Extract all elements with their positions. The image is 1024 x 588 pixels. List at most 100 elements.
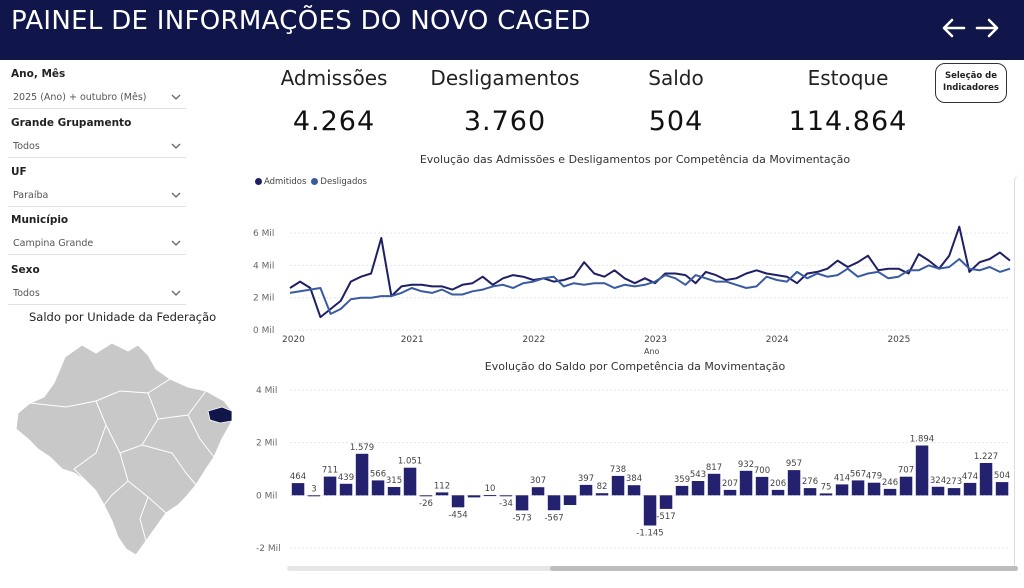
- line-chart-x-tick: 2022: [522, 335, 545, 345]
- saldo-bar[interactable]: [611, 475, 625, 496]
- brazil-map[interactable]: [10, 335, 242, 565]
- saldo-bar[interactable]: [467, 495, 481, 498]
- saldo-bar[interactable]: [371, 480, 385, 496]
- chevron-down-icon: [171, 94, 181, 100]
- saldo-bar-label: 10: [485, 484, 496, 494]
- saldo-bar[interactable]: [627, 485, 641, 496]
- brazil-country-shape[interactable]: [15, 342, 233, 556]
- saldo-bar-label: 315: [386, 476, 402, 486]
- saldo-bar[interactable]: [755, 476, 769, 496]
- line-chart-x-label: Ano: [644, 347, 660, 356]
- kpi-value-saldo: 504: [648, 106, 704, 137]
- saldo-bar[interactable]: [435, 492, 449, 496]
- map-title: Saldo por Unidade da Federação: [29, 310, 217, 324]
- selecao-indicadores-button[interactable]: Seleção de Indicadores: [935, 63, 1007, 103]
- saldo-bar-label: -34: [499, 499, 513, 509]
- saldo-bar-label: 707: [898, 466, 914, 476]
- saldo-bar[interactable]: [499, 495, 513, 497]
- saldo-bar-label: 82: [597, 482, 608, 492]
- chevron-down-icon: [171, 143, 181, 149]
- saldo-bar[interactable]: [691, 481, 705, 496]
- saldo-bar-label: 700: [754, 466, 770, 476]
- saldo-bar[interactable]: [867, 482, 881, 496]
- saldo-bar-label: -517: [656, 512, 675, 522]
- line-series-admitidos[interactable]: [289, 225, 1011, 319]
- saldo-bar-label: 75: [821, 482, 832, 492]
- arrow-left-icon[interactable]: [940, 14, 968, 42]
- saldo-bar[interactable]: [419, 495, 433, 497]
- saldo-bar[interactable]: [339, 483, 353, 496]
- header-bar: PAINEL DE INFORMAÇÕES DO NOVO CAGED: [0, 0, 1024, 60]
- scrollbar-thumb[interactable]: [550, 566, 1018, 571]
- saldo-bar-label: 1.227: [974, 452, 998, 462]
- chevron-down-icon: [171, 240, 181, 246]
- bar-chart-y-tick: -2 Mil: [256, 544, 281, 554]
- saldo-bar-label: 273: [946, 477, 962, 487]
- saldo-bar[interactable]: [931, 486, 945, 496]
- saldo-bar[interactable]: [819, 493, 833, 496]
- selecao-indicadores-line1: Seleção de: [945, 71, 997, 81]
- saldo-bar[interactable]: [979, 463, 993, 496]
- saldo-bar[interactable]: [403, 467, 417, 496]
- legend-dot-admitidos: [255, 178, 262, 185]
- line-chart-x-tick: 2021: [401, 335, 424, 345]
- saldo-bar[interactable]: [851, 480, 865, 496]
- bar-chart-title: Evolução do Saldo por Competência da Mov…: [484, 360, 786, 373]
- paraiba-state-highlight[interactable]: [207, 406, 233, 424]
- filter-select-grande-grupamento[interactable]: Todos: [8, 136, 186, 158]
- saldo-bar-label: 474: [962, 472, 978, 482]
- filter-value-grande-grupamento: Todos: [13, 141, 40, 152]
- saldo-bar[interactable]: [291, 483, 305, 496]
- filter-label-sexo: Sexo: [11, 264, 40, 276]
- filter-select-uf[interactable]: Paraíba: [8, 185, 186, 207]
- saldo-bar[interactable]: [483, 495, 497, 497]
- saldo-bar[interactable]: [947, 488, 961, 496]
- saldo-bar[interactable]: [883, 488, 897, 496]
- saldo-bar[interactable]: [803, 488, 817, 496]
- saldo-bar[interactable]: [835, 484, 849, 496]
- saldo-bar[interactable]: [659, 495, 673, 509]
- saldo-bar[interactable]: [547, 495, 561, 511]
- filter-select-ano-mes[interactable]: 2025 (Ano) + outubro (Mês): [8, 87, 186, 109]
- saldo-bar[interactable]: [563, 495, 577, 505]
- saldo-bar[interactable]: [531, 487, 545, 496]
- saldo-bar[interactable]: [723, 489, 737, 496]
- panel-edge: [1014, 175, 1024, 570]
- saldo-bar-label: 1.051: [398, 457, 422, 467]
- filter-select-sexo[interactable]: Todos: [8, 283, 186, 305]
- saldo-bar[interactable]: [995, 482, 1009, 496]
- saldo-bar-label: 932: [738, 460, 754, 470]
- saldo-bar[interactable]: [451, 495, 465, 508]
- legend-item-desligados[interactable]: Desligados: [311, 177, 367, 187]
- line-series-desligados[interactable]: [289, 258, 1011, 315]
- saldo-bar[interactable]: [579, 484, 593, 496]
- bar-chart-y-tick: 2 Mil: [256, 439, 277, 449]
- kpi-value-desligamentos: 3.760: [463, 106, 547, 137]
- saldo-bar[interactable]: [675, 485, 689, 496]
- saldo-bar-label: 738: [610, 465, 626, 475]
- saldo-bar[interactable]: [515, 495, 529, 511]
- saldo-bar[interactable]: [707, 473, 721, 496]
- line-chart[interactable]: 0 Mil 2 Mil 4 Mil 6 Mil 2020 2021 2022 2023 2024…: [248, 195, 1018, 360]
- filter-select-municipio[interactable]: Campina Grande: [8, 233, 186, 255]
- arrow-right-icon[interactable]: [973, 14, 1001, 42]
- saldo-bar[interactable]: [323, 476, 337, 496]
- saldo-bar[interactable]: [739, 470, 753, 496]
- saldo-bar[interactable]: [787, 470, 801, 496]
- saldo-bar-label: 464: [290, 472, 306, 482]
- saldo-bar[interactable]: [355, 453, 369, 496]
- saldo-bar[interactable]: [595, 493, 609, 496]
- saldo-bar-label: 1.579: [350, 443, 374, 453]
- saldo-bar[interactable]: [915, 445, 929, 496]
- saldo-bar[interactable]: [643, 495, 657, 526]
- saldo-bar[interactable]: [899, 476, 913, 496]
- legend-item-admitidos[interactable]: Admitidos: [255, 177, 306, 187]
- horizontal-scrollbar[interactable]: [287, 566, 1018, 571]
- saldo-bar[interactable]: [387, 487, 401, 496]
- saldo-bar-label: 957: [786, 459, 802, 469]
- saldo-bar[interactable]: [307, 495, 321, 497]
- saldo-bar[interactable]: [963, 482, 977, 496]
- saldo-bar[interactable]: [771, 489, 785, 496]
- bar-chart-y-tick: 4 Mil: [256, 386, 277, 396]
